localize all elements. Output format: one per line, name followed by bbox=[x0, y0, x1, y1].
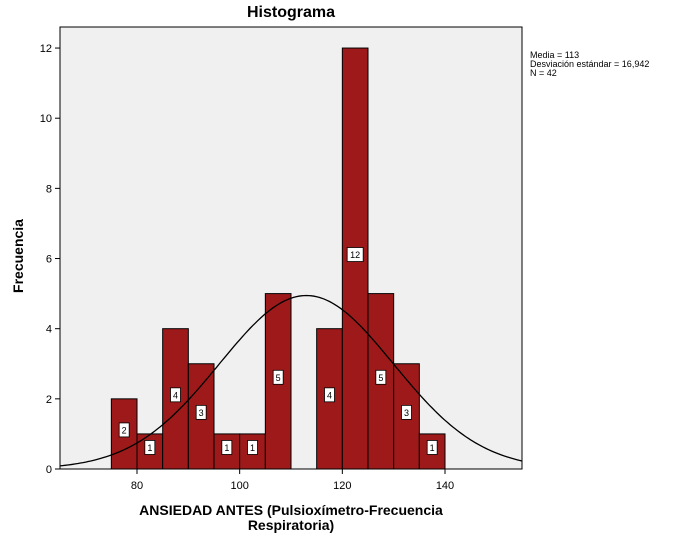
bar-count-label-box bbox=[272, 369, 284, 385]
bar-count-label-box bbox=[401, 404, 412, 420]
normal-curve bbox=[59, 294, 523, 467]
x-tick-label: 100 bbox=[230, 480, 248, 492]
bar-count-label-box bbox=[221, 440, 233, 455]
bar-count-label: 12 bbox=[350, 250, 360, 260]
y-tick-label: 12 bbox=[40, 43, 52, 55]
bar-count-label: 5 bbox=[378, 373, 383, 383]
stats-sd: Desviación estándar = 16,942 bbox=[530, 59, 650, 69]
bar-count-label-box bbox=[426, 440, 438, 455]
stats-box: Media = 113 Desviación estándar = 16,942… bbox=[530, 51, 649, 78]
bar-count-label-box bbox=[144, 440, 156, 455]
bar-count-label: 4 bbox=[327, 390, 332, 400]
y-axis-label: Frecuencia bbox=[10, 219, 26, 293]
bar-count-label-box bbox=[247, 440, 258, 455]
bar-count-label-box bbox=[375, 369, 387, 385]
y-tick-label: 8 bbox=[46, 183, 52, 195]
bar-count-label: 1 bbox=[147, 443, 152, 453]
bar-count-label: 3 bbox=[404, 408, 409, 418]
bar-count-label-box bbox=[346, 247, 364, 262]
bar-count-label: 4 bbox=[173, 390, 178, 400]
y-tick-label: 4 bbox=[46, 324, 52, 336]
bar-count-label-box bbox=[118, 422, 130, 438]
chart-title: Histograma bbox=[246, 4, 336, 21]
x-tick-label: 120 bbox=[333, 480, 351, 492]
bar-count-label-box bbox=[324, 387, 335, 403]
y-tick-label: 0 bbox=[46, 464, 52, 476]
plot-frame bbox=[59, 26, 523, 470]
x-axis-label: ANSIEDAD ANTES (Pulsioxímetro-Frecuencia… bbox=[60, 503, 522, 533]
bar-count-label: 1 bbox=[250, 443, 255, 453]
x-axis-label-line-2: Respiratoria) bbox=[247, 517, 335, 533]
x-tick-label: 140 bbox=[436, 480, 454, 492]
bar-count-label-box bbox=[170, 387, 181, 403]
bar-count-label-box bbox=[195, 404, 207, 420]
bar-count-label: 1 bbox=[430, 443, 435, 453]
y-tick-label: 10 bbox=[40, 113, 52, 125]
stats-n: N = 42 bbox=[530, 68, 557, 78]
bar-count-label: 2 bbox=[122, 425, 127, 435]
bar-count-label: 1 bbox=[224, 443, 229, 453]
y-tick-label: 6 bbox=[46, 254, 52, 266]
bar-count-label: 5 bbox=[276, 373, 281, 383]
stats-mean: Media = 113 bbox=[530, 50, 580, 60]
x-axis-label-line-1: ANSIEDAD ANTES (Pulsioxímetro-Frecuencia bbox=[139, 502, 443, 518]
y-tick-label: 2 bbox=[46, 394, 52, 406]
x-tick-label: 80 bbox=[131, 480, 143, 492]
bar-count-label: 3 bbox=[199, 408, 204, 418]
